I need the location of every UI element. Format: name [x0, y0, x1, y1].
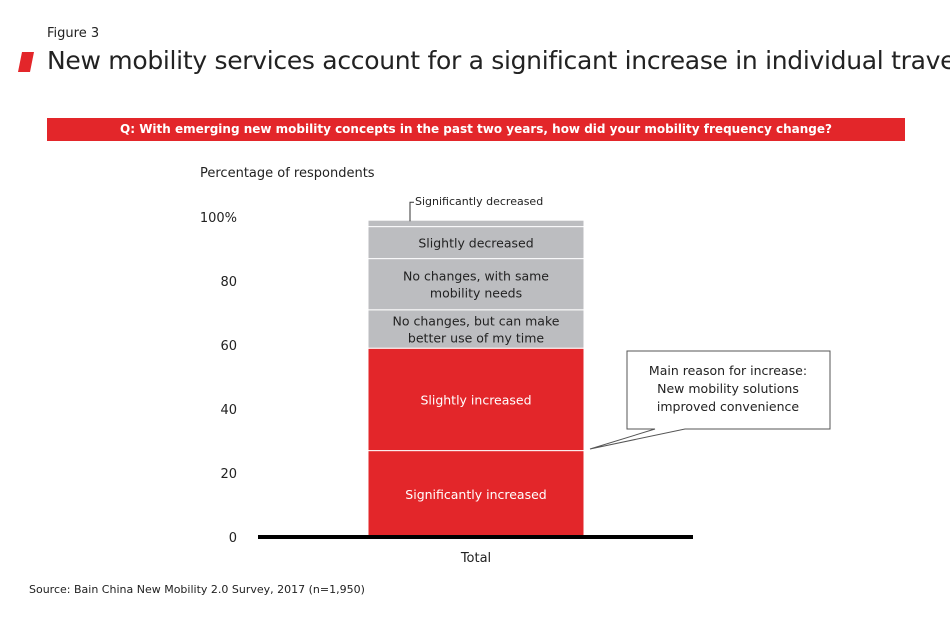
bar-segment: [367, 219, 585, 228]
chart-title: New mobility services account for a sign…: [47, 46, 950, 75]
figure-label: Figure 3: [47, 26, 100, 41]
segment-label: Slightly increased: [420, 392, 531, 407]
segment-label: No changes, with same: [403, 269, 549, 284]
x-axis-baseline: [258, 535, 693, 539]
bar-segment: [367, 258, 585, 311]
y-tick-label: 60: [220, 339, 237, 354]
bar-segment: [367, 450, 585, 538]
y-tick-label: 20: [220, 467, 237, 482]
annotation-text: improved convenience: [657, 399, 800, 414]
bar-segment: [367, 226, 585, 260]
y-tick-label: 0: [229, 531, 237, 546]
question-banner: Q: With emerging new mobility concepts i…: [47, 118, 905, 141]
x-tick-label: Total: [460, 551, 491, 566]
segment-label: Significantly decreased: [415, 195, 543, 208]
bar-segment: [367, 347, 585, 452]
title-marker: [18, 52, 34, 72]
source-note: Source: Bain China New Mobility 2.0 Surv…: [29, 583, 365, 596]
segment-label: mobility needs: [430, 286, 522, 301]
y-tick-label: 100%: [200, 211, 237, 226]
segment-label: Slightly decreased: [418, 236, 533, 251]
bar-segment: [367, 309, 585, 349]
y-tick-label: 80: [220, 275, 237, 290]
annotation-callout: [589, 350, 831, 450]
annotation-text: Main reason for increase:: [649, 363, 807, 378]
annotation-text: New mobility solutions: [657, 381, 799, 396]
segment-label: better use of my time: [408, 331, 544, 346]
segment-label: Significantly increased: [405, 487, 546, 502]
y-axis-label: Percentage of respondents: [200, 166, 375, 181]
segment-label: No changes, but can make: [393, 314, 560, 329]
label-leader-line: [409, 201, 414, 222]
y-tick-label: 40: [220, 403, 237, 418]
